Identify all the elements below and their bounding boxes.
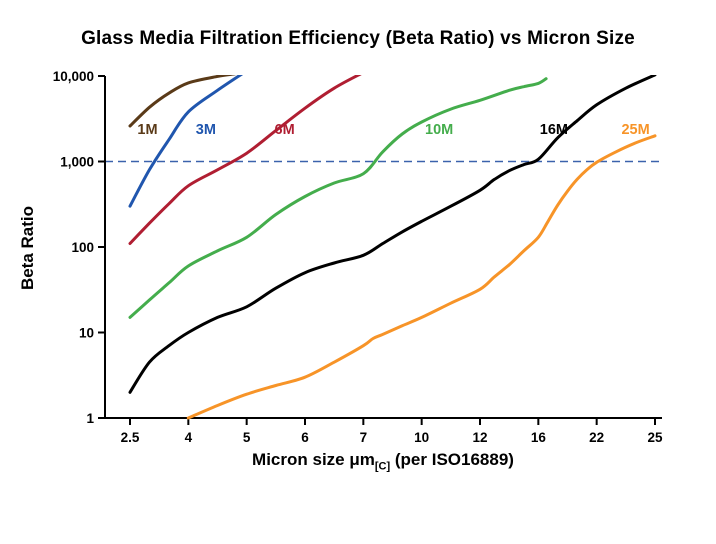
x-tick-label: 5: [243, 430, 251, 445]
series-label-25M: 25M: [621, 122, 649, 138]
series-path-10M: [128, 77, 548, 319]
x-tick-label: 6: [301, 430, 309, 445]
x-tick-label: 4: [185, 430, 193, 445]
y-tick-label: 1: [86, 411, 94, 426]
chart-plot-area: 1 10 100 1,000 10,000 2.5 4 5 6 7 10 12 16 22 25 1M 3M 6M…: [53, 69, 663, 445]
x-axis-title-suffix: (per ISO16889): [390, 450, 514, 469]
series-label-3M: 3M: [196, 122, 216, 138]
x-tick-label: 7: [360, 430, 368, 445]
series-label-16M: 16M: [540, 122, 568, 138]
series-label-1M: 1M: [137, 122, 157, 138]
x-tick-label: 10: [414, 430, 429, 445]
chart-title: Glass Media Filtration Efficiency (Beta …: [81, 28, 635, 49]
x-axis-title-subscript: [C]: [374, 460, 391, 473]
series-path-16M: [128, 75, 657, 394]
series-path-6M: [128, 75, 362, 245]
x-axis-title: Micron size μm[C] (per ISO16889): [50, 450, 716, 472]
x-tick-label: 22: [589, 430, 604, 445]
series-path-3M: [128, 75, 244, 208]
x-tick-label: 16: [531, 430, 547, 445]
y-tick-label: 10,000: [53, 69, 94, 84]
y-tick-label: 10: [79, 326, 94, 341]
series-label-10M: 10M: [425, 122, 453, 138]
series-label-6M: 6M: [275, 122, 295, 138]
y-tick-label: 100: [71, 240, 94, 255]
x-tick-label: 25: [647, 430, 663, 445]
series-path-25M: [186, 134, 657, 420]
series-path-1M: [128, 75, 236, 128]
x-tick-label: 12: [472, 430, 487, 445]
x-axis-title-prefix: Micron size μm: [252, 450, 375, 469]
series-group: [128, 75, 657, 420]
y-tick-label: 1,000: [60, 155, 94, 170]
x-tick-label: 2.5: [121, 430, 140, 445]
